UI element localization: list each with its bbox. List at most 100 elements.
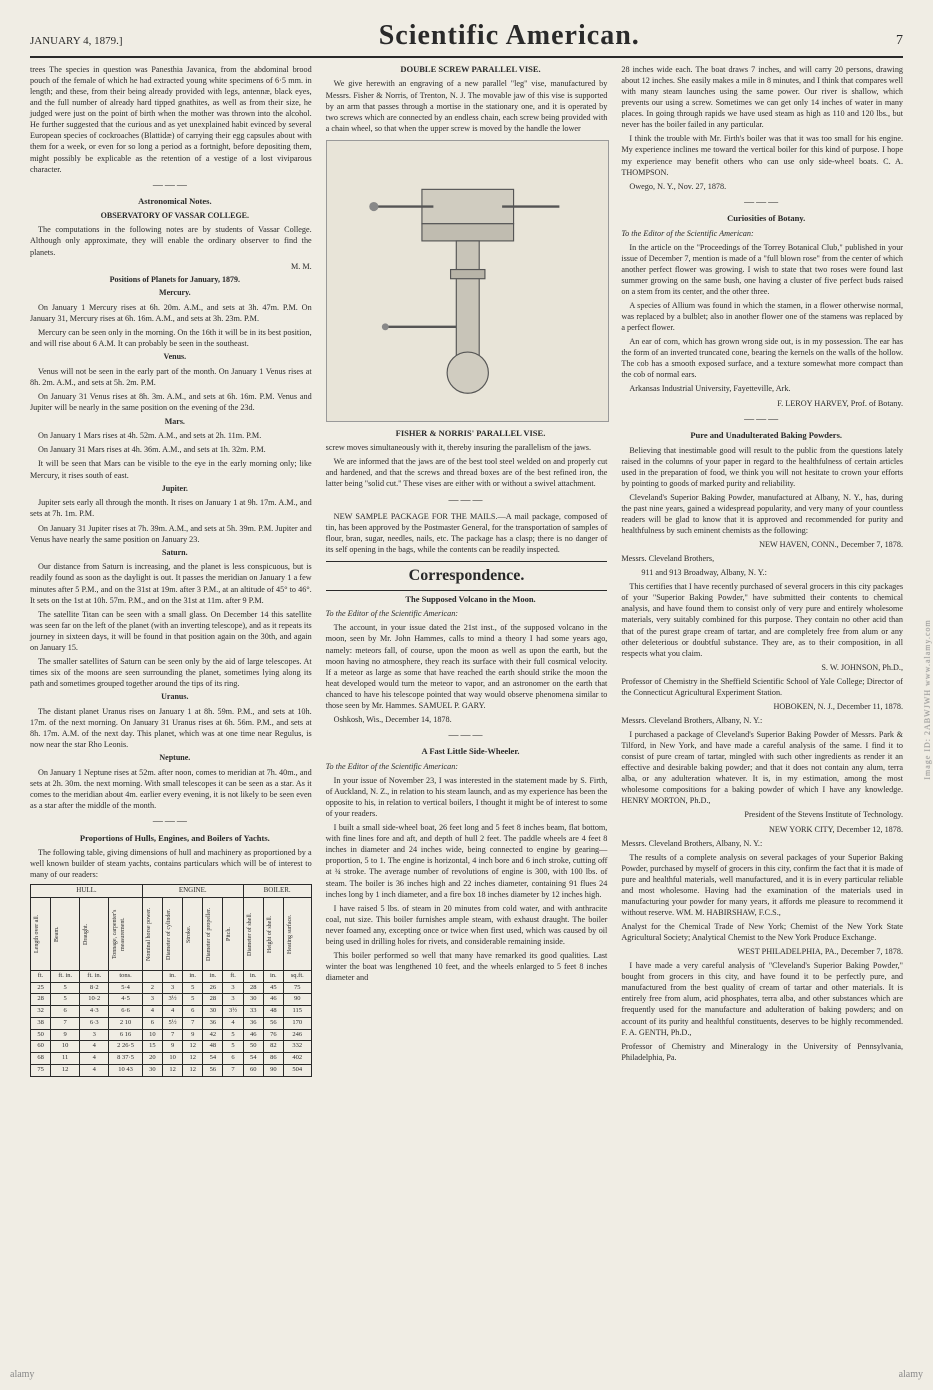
- table-cell: 7: [183, 1017, 203, 1029]
- table-header: Beam.: [51, 897, 80, 970]
- table-cell: 50: [243, 1041, 263, 1053]
- table-row: 28510·24·533½5283304690: [31, 994, 312, 1006]
- mercury-head: Mercury.: [30, 288, 312, 299]
- table-cell: 48: [203, 1041, 223, 1053]
- baking-p1: Believing that inestimable good will res…: [621, 445, 903, 489]
- cert1-loc: NEW HAVEN, CONN., December 7, 1878.: [621, 539, 903, 550]
- vise-title: DOUBLE SCREW PARALLEL VISE.: [326, 64, 608, 75]
- wheeler-p2: I built a small side-wheel boat, 26 feet…: [326, 822, 608, 899]
- divider: ———: [30, 815, 312, 829]
- table-header: Tonnage, carpenter's measurement.: [109, 897, 143, 970]
- table-cell: 50: [31, 1029, 51, 1041]
- cert1-sig: S. W. JOHNSON, Ph.D.,: [621, 662, 903, 673]
- table-row: 601042 26·5159124855082332: [31, 1041, 312, 1053]
- cert2-title: President of the Stevens Institute of Te…: [621, 809, 903, 820]
- table-unit: tons.: [109, 970, 143, 982]
- table-cell: 5: [51, 982, 80, 994]
- table-cell: 170: [283, 1017, 311, 1029]
- cert3-title: Analyst for the Chemical Trade of New Yo…: [621, 921, 903, 943]
- table-units-row: ft.ft. in.ft. in.tons.in.in.in.ft.in.in.…: [31, 970, 312, 982]
- table-cell: 30: [203, 1006, 223, 1018]
- table-cell: 5: [223, 1029, 243, 1041]
- table-cell: 12: [183, 1064, 203, 1076]
- table-cell: 3: [142, 994, 162, 1006]
- table-unit: ft. in.: [51, 970, 80, 982]
- table-cell: 45: [263, 982, 283, 994]
- table-cell: 10 43: [109, 1064, 143, 1076]
- uranus-head: Uranus.: [30, 692, 312, 703]
- table-cell: 30: [243, 994, 263, 1006]
- table-cell: 56: [263, 1017, 283, 1029]
- table-cell: 12: [51, 1064, 80, 1076]
- table-cell: 9: [51, 1029, 80, 1041]
- table-cell: 7: [223, 1064, 243, 1076]
- table-cell: 36: [203, 1017, 223, 1029]
- yacht-title: Proportions of Hulls, Engines, and Boile…: [30, 833, 312, 844]
- table-row: 3876·32 1065½73643656170: [31, 1017, 312, 1029]
- cert4-title: Professor of Chemistry and Mineralogy in…: [621, 1041, 903, 1063]
- cert1-title: Professor of Chemistry in the Sheffield …: [621, 676, 903, 698]
- table-cell: 4: [80, 1041, 109, 1053]
- mars-head: Mars.: [30, 417, 312, 428]
- vise-svg: [341, 155, 595, 407]
- volcano-title: The Supposed Volcano in the Moon.: [326, 594, 608, 605]
- wheeler-p5: 28 inches wide each. The boat draws 7 in…: [621, 64, 903, 130]
- table-unit: in.: [183, 970, 203, 982]
- column-1: trees The species in question was Panest…: [30, 64, 312, 1077]
- table-header: Nominal horse power.: [142, 897, 162, 970]
- column-2: DOUBLE SCREW PARALLEL VISE. We give here…: [326, 64, 608, 1077]
- uranus-p1: The distant planet Uranus rises on Janua…: [30, 706, 312, 750]
- baking-title: Pure and Unadulterated Baking Powders.: [621, 430, 903, 441]
- table-cell: 4: [223, 1017, 243, 1029]
- table-unit: in.: [203, 970, 223, 982]
- astro-signature: M. M.: [30, 261, 312, 272]
- table-cell: 7: [162, 1029, 182, 1041]
- table-cell: 6: [142, 1017, 162, 1029]
- table-cell: 54: [203, 1053, 223, 1065]
- astro-title: Astronomical Notes.: [30, 196, 312, 207]
- table-cell: 8 37·5: [109, 1053, 143, 1065]
- table-cell: 6 16: [109, 1029, 143, 1041]
- table-row: 3264·36·6446303½3348115: [31, 1006, 312, 1018]
- group-engine: ENGINE.: [142, 885, 243, 897]
- wheeler-p6: I think the trouble with Mr. Firth's boi…: [621, 133, 903, 177]
- table-cell: 90: [283, 994, 311, 1006]
- table-cell: 20: [142, 1053, 162, 1065]
- table-cell: 3: [223, 982, 243, 994]
- table-cell: 12: [183, 1041, 203, 1053]
- saturn-p2: The satellite Titan can be seen with a s…: [30, 609, 312, 653]
- table-cell: 60: [31, 1041, 51, 1053]
- table-cell: 9: [183, 1029, 203, 1041]
- table-header: Stroke.: [183, 897, 203, 970]
- table-cell: 5: [223, 1041, 243, 1053]
- correspondence-header: Correspondence.: [326, 561, 608, 591]
- table-cell: 5·4: [109, 982, 143, 994]
- table-cell: 56: [203, 1064, 223, 1076]
- table-cell: 5½: [162, 1017, 182, 1029]
- venus-p2: On January 31 Venus rises at 8h. 3m. A.M…: [30, 391, 312, 413]
- jupiter-head: Jupiter.: [30, 484, 312, 495]
- group-boiler: BOILER.: [243, 885, 311, 897]
- table-cell: 6: [183, 1006, 203, 1018]
- baking-p2: Cleveland's Superior Baking Powder, manu…: [621, 492, 903, 536]
- botany-p1: In the article on the "Proceedings of th…: [621, 242, 903, 297]
- table-unit: ft. in.: [80, 970, 109, 982]
- watermark-side: Image ID: 2ABWJWH www.alamy.com: [923, 619, 932, 779]
- table-header: Draught.: [80, 897, 109, 970]
- table-cell: 26: [203, 982, 223, 994]
- table-cell: 28: [31, 994, 51, 1006]
- watermark-left: alamy: [10, 1369, 34, 1380]
- venus-head: Venus.: [30, 352, 312, 363]
- table-cell: 7: [51, 1017, 80, 1029]
- cert2-to: Messrs. Cleveland Brothers, Albany, N. Y…: [621, 715, 903, 726]
- table-cell: 5: [183, 982, 203, 994]
- page-number: 7: [896, 33, 903, 49]
- vise-p1: We give herewith an engraving of a new p…: [326, 78, 608, 133]
- table-cell: 6: [223, 1053, 243, 1065]
- table-header: Diameter of propeller.: [203, 897, 223, 970]
- yacht-table: HULL. ENGINE. BOILER. Length over all.Be…: [30, 884, 312, 1076]
- table-cell: 46: [243, 1029, 263, 1041]
- editor-address: To the Editor of the Scientific American…: [326, 608, 608, 619]
- cert3-body: The results of a complete analysis on se…: [621, 852, 903, 918]
- column-3: 28 inches wide each. The boat draws 7 in…: [621, 64, 903, 1077]
